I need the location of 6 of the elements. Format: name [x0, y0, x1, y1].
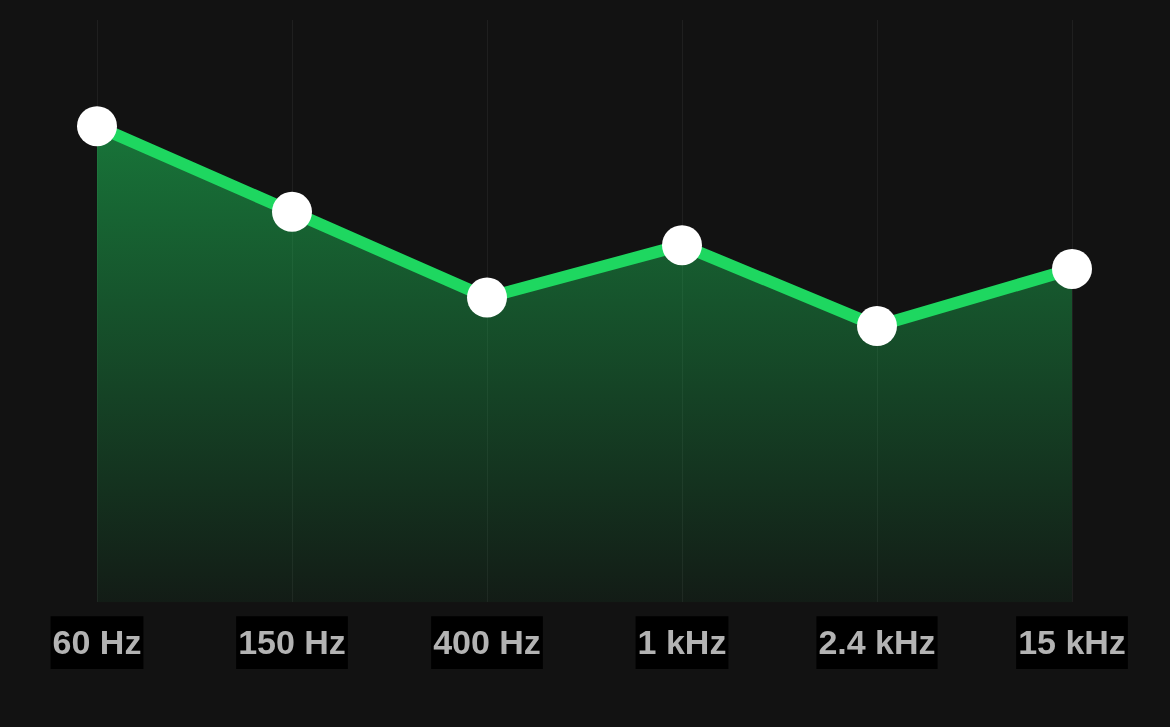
x-tick-label: 60 Hz [52, 622, 142, 661]
x-tick-label: 400 Hz [433, 622, 541, 661]
x-tick-label: 15 kHz [1018, 622, 1126, 661]
x-tick-label: 1 kHz [637, 622, 727, 661]
x-tick-label: 150 Hz [238, 622, 346, 661]
x-tick-label: 2.4 kHz [818, 622, 936, 661]
